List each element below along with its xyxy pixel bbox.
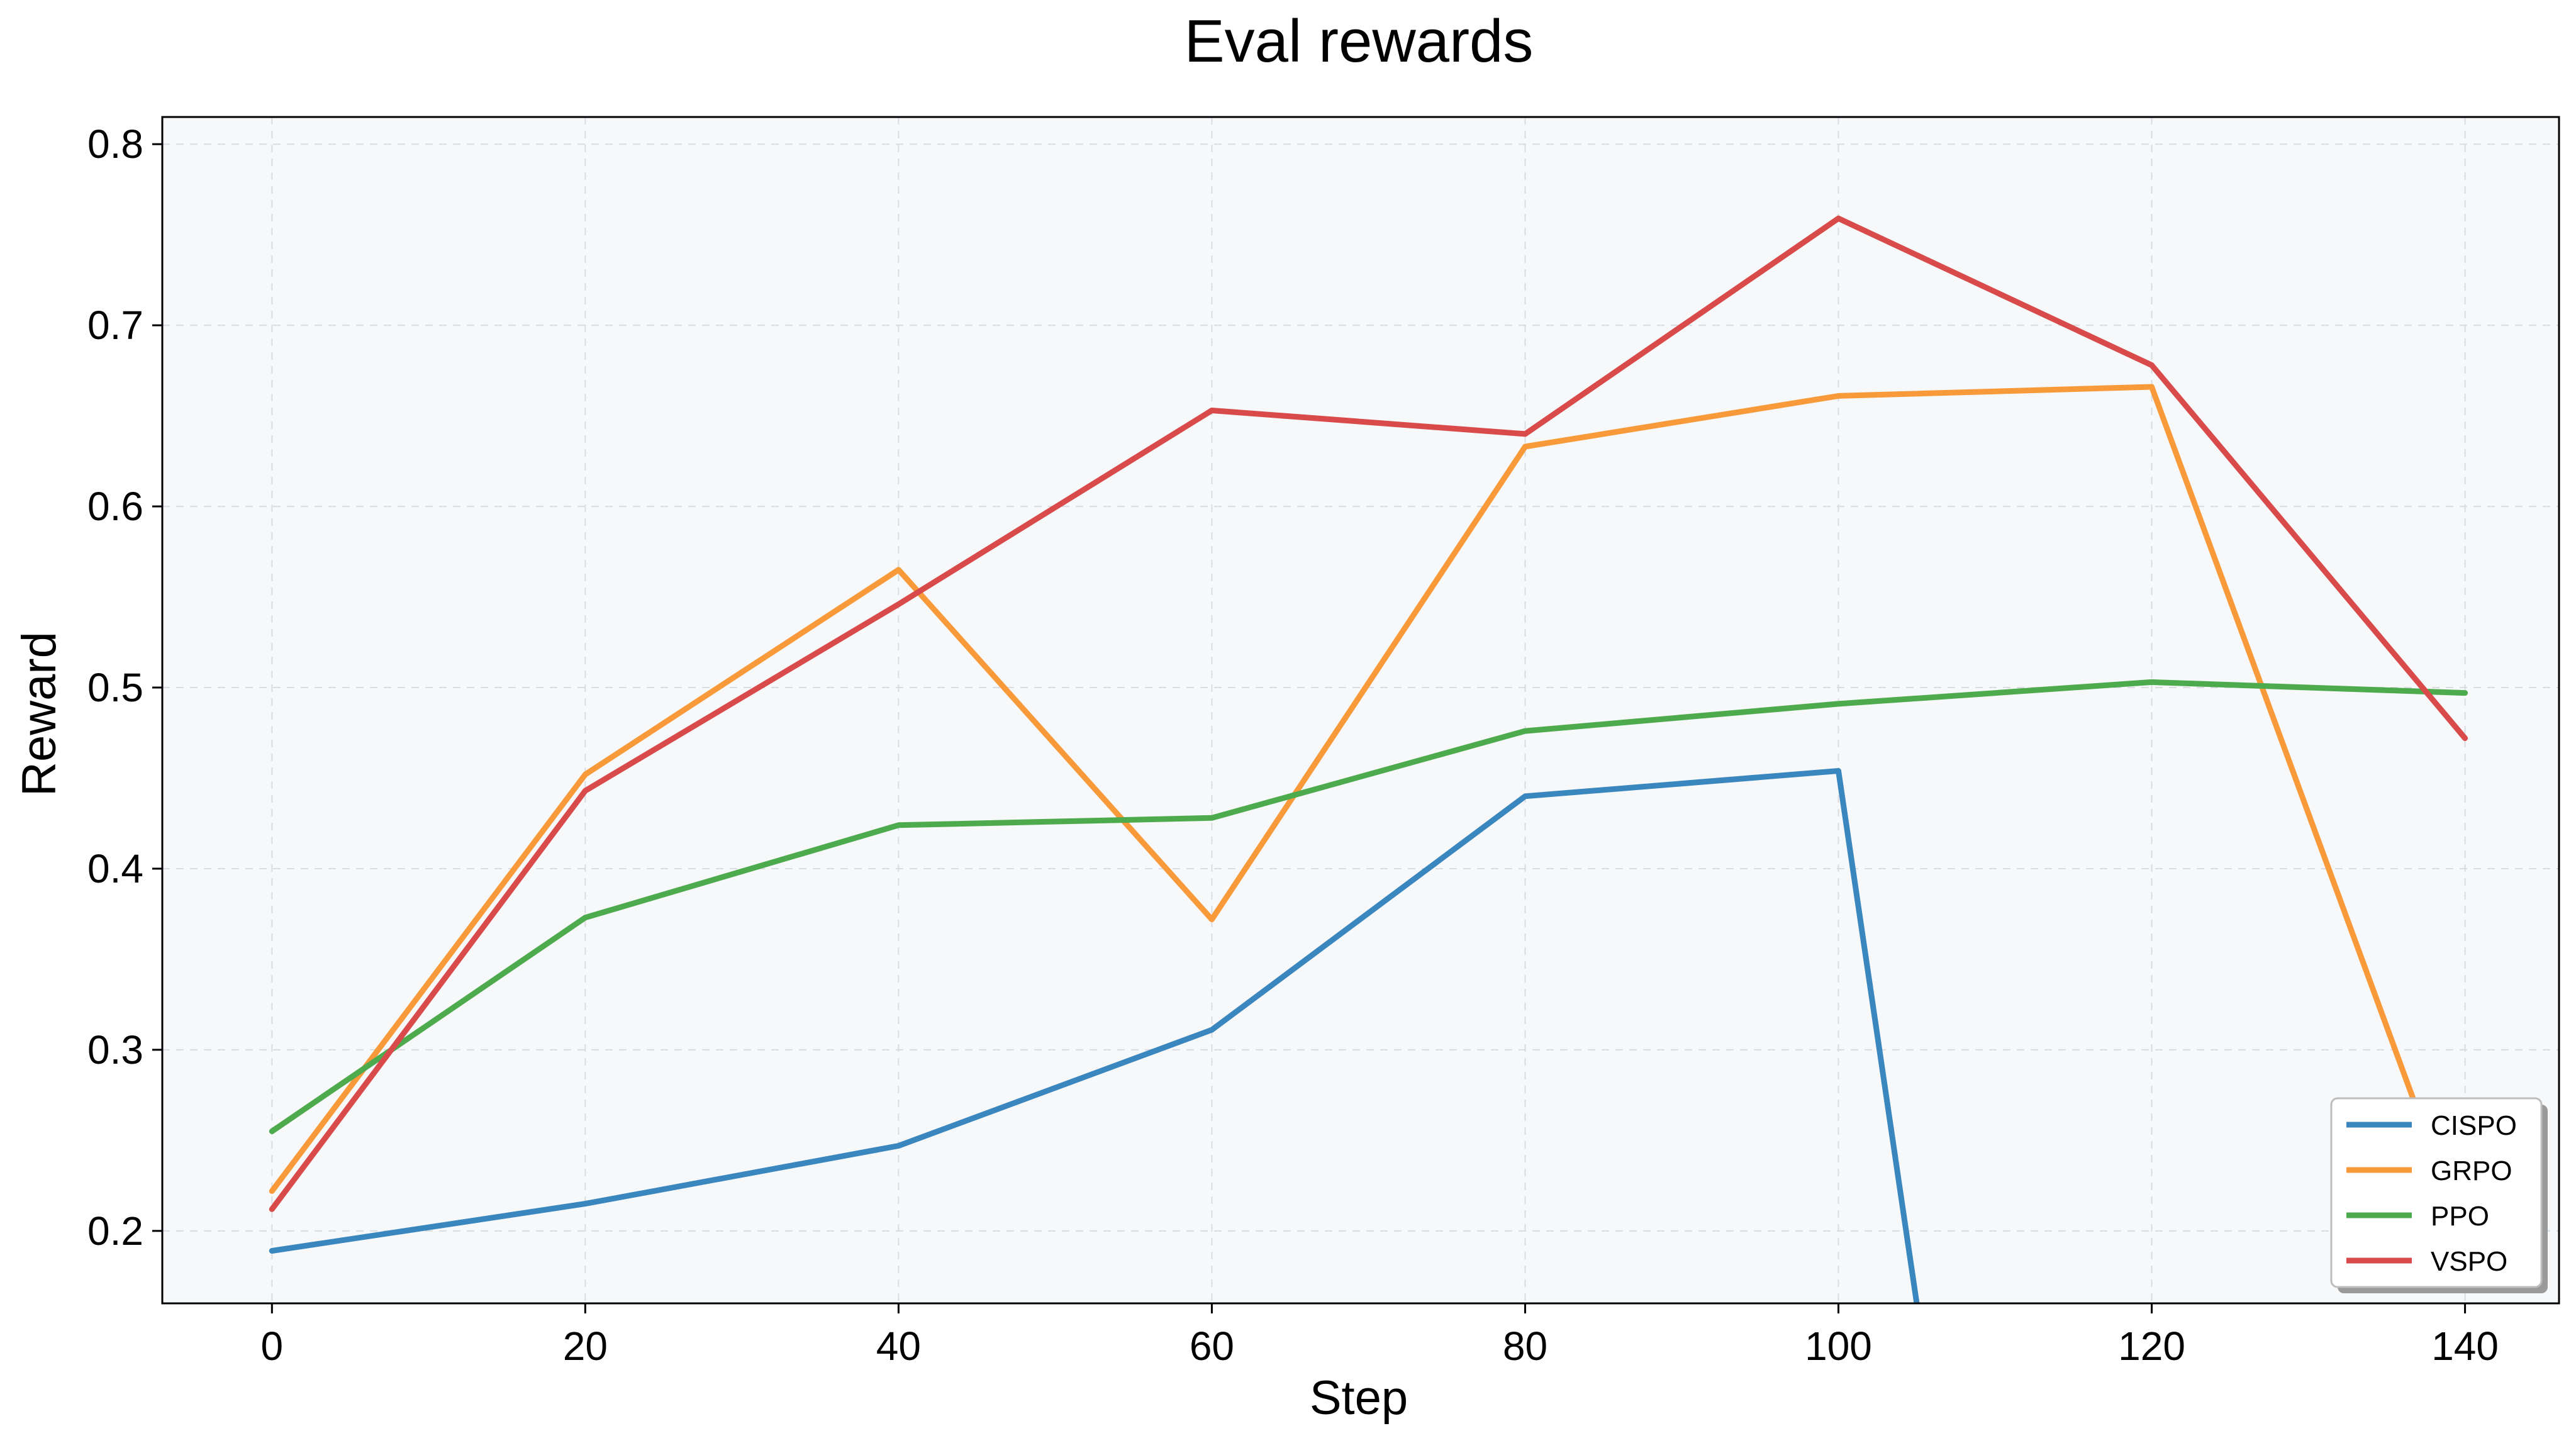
x-tick-label: 140 [2431, 1323, 2499, 1369]
y-tick-label: 0.4 [87, 846, 143, 891]
y-tick-label: 0.5 [87, 665, 143, 710]
legend: CISPO GRPO PPO VSPO [2330, 1097, 2548, 1293]
series-line-grpo [269, 384, 2468, 1243]
y-tick-label: 0.2 [87, 1208, 143, 1254]
legend-box [2330, 1097, 2543, 1288]
x-tick-label: 60 [1190, 1323, 1234, 1369]
y-tick-label: 0.8 [87, 121, 143, 167]
x-axis-title: Step [1310, 1371, 1408, 1425]
legend-label-vspo: VSPO [2431, 1246, 2507, 1277]
series-line-cispo [269, 768, 1920, 1303]
series-lines [269, 215, 2468, 1303]
y-tick-label: 0.7 [87, 303, 143, 348]
chart-title: Eval rewards [1185, 8, 1534, 75]
x-tick-label: 0 [261, 1323, 284, 1369]
plot-frame [161, 116, 2560, 1305]
x-tick-label: 100 [1805, 1323, 1872, 1369]
x-tick-label: 20 [563, 1323, 608, 1369]
x-tick-label: 80 [1503, 1323, 1547, 1369]
series-line-ppo [269, 679, 2468, 1134]
y-tick-label: 0.3 [87, 1027, 143, 1072]
plot-area [162, 117, 2559, 1303]
legend-label-grpo: GRPO [2431, 1156, 2512, 1186]
y-tick-label: 0.6 [87, 484, 143, 529]
legend-label-ppo: PPO [2431, 1201, 2489, 1232]
legend-label-cispo: CISPO [2431, 1110, 2517, 1141]
y-axis-title: Reward [13, 632, 66, 796]
series-line-vspo [269, 215, 2468, 1212]
x-tick-label: 120 [2118, 1323, 2185, 1369]
x-tick-label: 40 [876, 1323, 921, 1369]
axis-ticks: 0 20 40 60 80 100 120 140 0.2 0.3 0.4 0.5 0.6 0.7 0.8 [87, 121, 2499, 1369]
